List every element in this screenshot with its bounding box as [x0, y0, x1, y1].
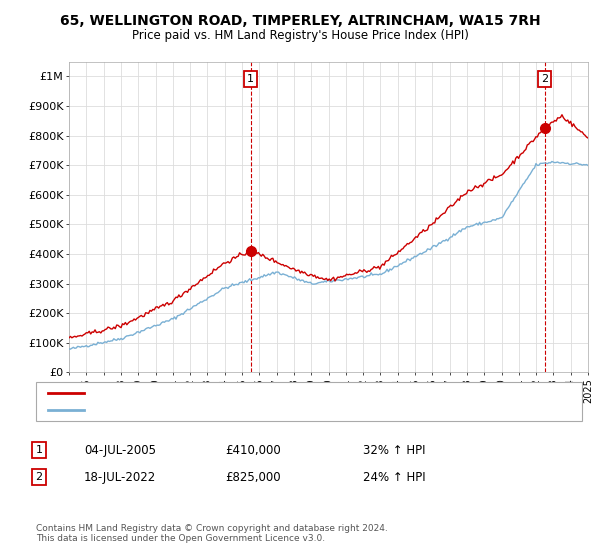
Text: 24% ↑ HPI: 24% ↑ HPI [363, 470, 425, 484]
Text: 65, WELLINGTON ROAD, TIMPERLEY, ALTRINCHAM, WA15 7RH: 65, WELLINGTON ROAD, TIMPERLEY, ALTRINCH… [59, 14, 541, 28]
Text: £825,000: £825,000 [225, 470, 281, 484]
Text: 32% ↑ HPI: 32% ↑ HPI [363, 444, 425, 457]
Text: 2: 2 [35, 472, 43, 482]
Text: HPI: Average price, detached house, Trafford: HPI: Average price, detached house, Traf… [93, 405, 326, 415]
Text: 1: 1 [247, 74, 254, 85]
Text: Price paid vs. HM Land Registry's House Price Index (HPI): Price paid vs. HM Land Registry's House … [131, 29, 469, 42]
Text: 65, WELLINGTON ROAD, TIMPERLEY, ALTRINCHAM, WA15 7RH (detached house): 65, WELLINGTON ROAD, TIMPERLEY, ALTRINCH… [93, 388, 508, 398]
Text: £410,000: £410,000 [225, 444, 281, 457]
Text: 2: 2 [541, 74, 548, 85]
Text: 1: 1 [35, 445, 43, 455]
Text: Contains HM Land Registry data © Crown copyright and database right 2024.
This d: Contains HM Land Registry data © Crown c… [36, 524, 388, 543]
Text: 04-JUL-2005: 04-JUL-2005 [84, 444, 156, 457]
Text: 18-JUL-2022: 18-JUL-2022 [84, 470, 156, 484]
